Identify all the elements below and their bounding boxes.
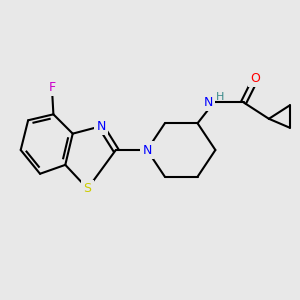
Text: F: F	[48, 81, 56, 94]
Text: N: N	[204, 96, 213, 109]
Text: S: S	[84, 182, 92, 195]
Text: N: N	[142, 143, 152, 157]
Text: O: O	[250, 72, 260, 85]
Text: H: H	[216, 92, 225, 101]
Text: N: N	[96, 120, 106, 133]
